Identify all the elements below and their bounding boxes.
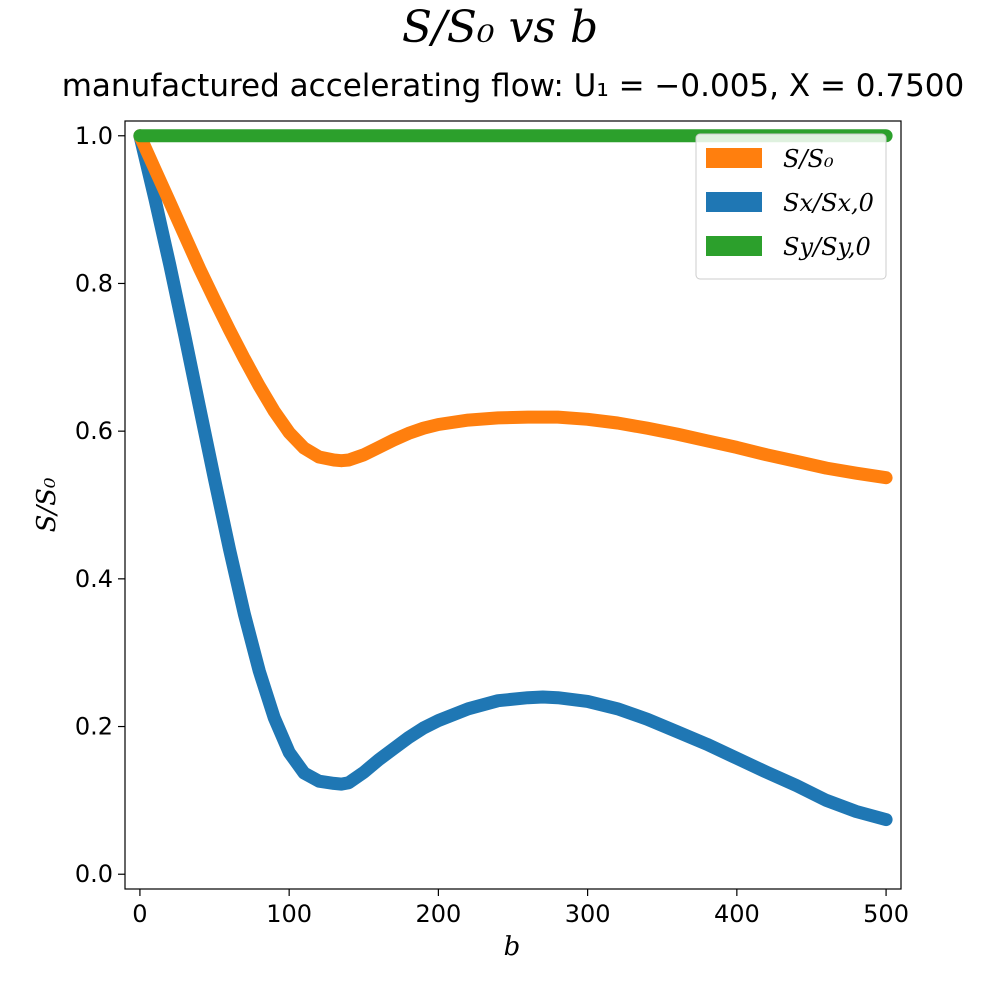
x-tick-label: 500: [863, 900, 909, 928]
x-tick-label: 200: [415, 900, 461, 928]
x-tick-label: 0: [132, 900, 147, 928]
legend-swatch: [706, 192, 762, 212]
y-tick-label: 0.8: [75, 269, 113, 297]
series-line-1: [133, 129, 893, 827]
x-tick-label: 300: [565, 900, 611, 928]
legend: S/S₀ Sx/Sx,0 Sy/Sy,0: [695, 133, 887, 280]
legend-swatch: [706, 236, 762, 256]
y-axis-label: S/S₀: [32, 477, 62, 532]
legend-label: Sy/Sy,0: [783, 233, 871, 261]
plot-frame: [124, 120, 902, 890]
legend-swatch: [706, 148, 762, 168]
x-tick-label: 100: [266, 900, 312, 928]
ticks-layer: 0 100 200 300 400 500 0.0 0.2 0.4 0.6 0.8 1.0: [75, 122, 909, 928]
chart-title-text: S/S₀ vs b: [401, 2, 599, 53]
y-tick-label: 0.4: [75, 565, 113, 593]
legend-label: Sx/Sx,0: [783, 189, 874, 217]
series-line-0: [133, 129, 893, 485]
x-axis-label: b: [504, 932, 521, 962]
y-tick-label: 1.0: [75, 122, 113, 150]
x-tick-label: 400: [714, 900, 760, 928]
y-tick-label: 0.2: [75, 713, 113, 741]
y-tick-label: 0.6: [75, 417, 113, 445]
chart-subtitle: manufactured accelerating flow: U₁ = −0.…: [61, 68, 965, 104]
chart-title: S/S₀ vs b: [0, 2, 1000, 53]
legend-label: S/S₀: [783, 145, 834, 173]
y-tick-label: 0.0: [75, 860, 113, 888]
